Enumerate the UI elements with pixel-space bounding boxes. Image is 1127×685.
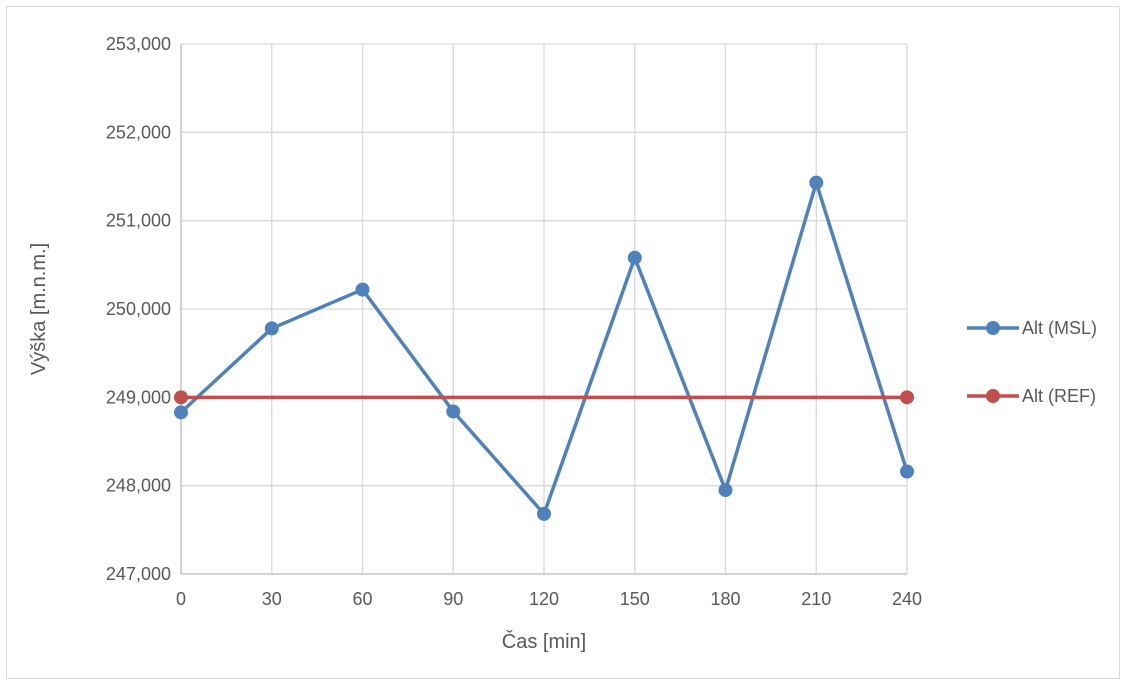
legend-label: Alt (REF) <box>1022 386 1096 406</box>
y-tick-label: 248,000 <box>106 476 171 496</box>
data-point <box>809 175 824 190</box>
chart-frame: 247,000 248,000 249,000 250,000 251,000 252,0… <box>6 6 1120 679</box>
data-point <box>627 250 642 265</box>
line-chart: 247,000 248,000 249,000 250,000 251,000 252,0… <box>28 34 1097 653</box>
data-point <box>537 506 551 521</box>
x-tick-label: 240 <box>892 589 922 609</box>
x-tick-label: 120 <box>529 589 559 609</box>
data-point <box>355 282 370 297</box>
axes: 247,000 248,000 249,000 250,000 251,000 252,0… <box>106 34 922 609</box>
y-tick-label: 249,000 <box>106 387 171 407</box>
y-tick-label: 251,000 <box>106 211 171 231</box>
data-point <box>900 390 914 405</box>
legend-item: Alt (MSL) <box>967 318 1097 338</box>
series-1 <box>174 390 914 405</box>
x-tick-label: 210 <box>801 589 831 609</box>
x-tick-label: 180 <box>710 589 740 609</box>
data-point <box>446 404 461 419</box>
x-tick-label: 0 <box>176 589 186 609</box>
series <box>174 175 914 521</box>
y-tick-label: 250,000 <box>106 299 171 319</box>
series-0 <box>174 175 914 521</box>
x-tick-label: 150 <box>620 589 650 609</box>
data-point <box>264 321 279 336</box>
data-point <box>174 390 188 405</box>
legend-item: Alt (REF) <box>967 386 1096 406</box>
grid <box>180 43 908 575</box>
x-tick-label: 60 <box>352 589 372 609</box>
legend-swatch-marker <box>986 321 1000 335</box>
x-tick-label: 30 <box>262 589 282 609</box>
legend-swatch-marker <box>986 389 1000 403</box>
y-tick-label: 253,000 <box>106 34 171 54</box>
x-axis-title: Čas [min] <box>502 630 586 653</box>
y-tick-label: 252,000 <box>106 122 171 142</box>
data-point <box>718 483 733 498</box>
legend: Alt (MSL) Alt (REF) <box>967 318 1097 406</box>
data-point <box>174 405 188 420</box>
data-point <box>900 464 914 479</box>
y-tick-label: 247,000 <box>106 564 171 584</box>
y-axis-title: Výška [m.n.m.] <box>28 243 50 375</box>
x-tick-label: 90 <box>443 589 463 609</box>
legend-label: Alt (MSL) <box>1022 318 1097 338</box>
